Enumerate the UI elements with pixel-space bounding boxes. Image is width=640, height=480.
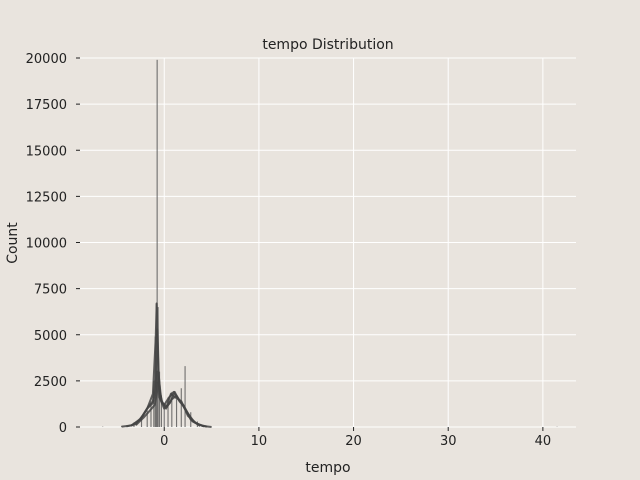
histogram-bar (153, 380, 155, 427)
y-tick-label: 10000 (26, 237, 67, 252)
histogram-bar (156, 59, 158, 427)
histogram-bar (140, 415, 143, 427)
x-tick-label: 40 (535, 434, 552, 449)
histogram-bar (171, 391, 173, 427)
y-tick-label: 2500 (34, 375, 67, 390)
y-tick-label: 7500 (34, 283, 67, 298)
histogram-bar (175, 399, 178, 427)
x-tick-label: 30 (440, 434, 457, 449)
histogram-bar (184, 366, 186, 427)
histogram-bar (160, 395, 162, 427)
y-tick-label: 20000 (26, 52, 67, 67)
y-tick-label: 5000 (34, 329, 67, 344)
kde-curve (135, 381, 201, 427)
histogram-bar (146, 410, 148, 427)
histogram-bar (150, 403, 152, 427)
kde-curves (121, 302, 212, 428)
histogram-bar (167, 397, 169, 427)
x-tick-label: 10 (251, 434, 268, 449)
y-tick-label: 17500 (26, 98, 67, 113)
x-tick-label: 20 (345, 434, 362, 449)
y-tick-label: 15000 (26, 144, 67, 159)
x-axis-ticks: 0 10 20 30 40 (160, 427, 551, 449)
y-axis-label: Count (5, 222, 21, 264)
histogram-bar (180, 388, 182, 427)
grid-lines (80, 57, 576, 428)
x-tick-label: 0 (160, 434, 168, 449)
chart-title: tempo Distribution (262, 37, 393, 53)
y-tick-label: 12500 (26, 190, 67, 205)
y-axis-ticks: 0 2500 5000 7500 10000 12500 15000 17500 20000 (26, 52, 80, 436)
y-tick-label: 0 (59, 421, 67, 436)
x-axis-label: tempo (305, 460, 350, 476)
histogram-bar (163, 404, 165, 427)
